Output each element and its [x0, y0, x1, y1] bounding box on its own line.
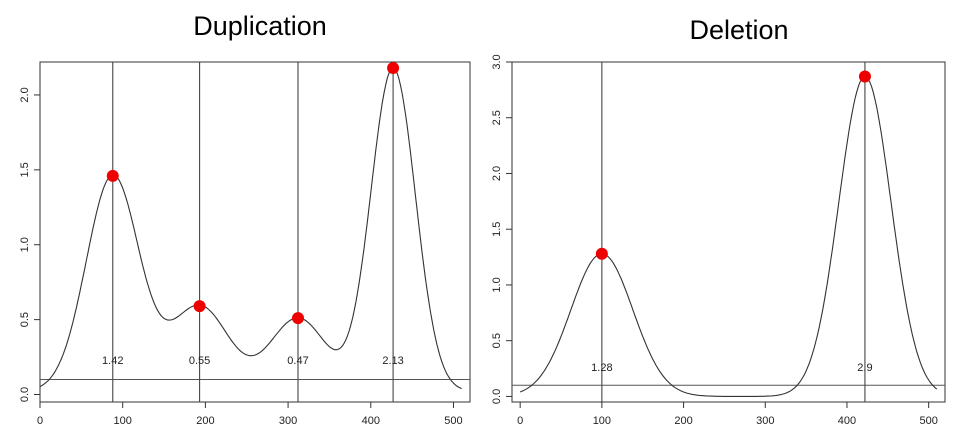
deletion-plot-frame [511, 61, 946, 403]
deletion-peak-label: 1.28 [591, 362, 612, 374]
deletion-peak-marker [858, 70, 871, 83]
duplication-plot-frame [39, 61, 471, 403]
deletion-x-tick-label: 0 [517, 415, 523, 427]
duplication-y-tick-label: 1.0 [19, 237, 31, 252]
deletion-x-tick-label: 100 [593, 415, 611, 427]
deletion-y-tick-label: 2.5 [491, 110, 503, 125]
deletion-y-tick-label: 1.0 [491, 277, 503, 292]
deletion-x-tick-label: 300 [756, 415, 774, 427]
duplication-x-tick-label: 500 [444, 415, 462, 427]
deletion-y-tick-label: 0.5 [491, 333, 503, 348]
duplication-title: Duplication [193, 11, 327, 41]
duplication-y-tick-label: 0.0 [19, 387, 31, 402]
deletion-x-tick-label: 400 [838, 415, 856, 427]
deletion-density-curve [519, 75, 938, 397]
deletion-x-tick-label: 500 [919, 415, 937, 427]
duplication-y-tick-label: 2.0 [19, 87, 31, 102]
duplication-peak-marker [106, 169, 119, 182]
duplication-x-tick-label: 200 [196, 415, 214, 427]
deletion-panel: Deletion 0.0 0.5 1.0 1.5 2.0 2.5 3.0 0 100 200 300… [491, 15, 946, 427]
duplication-panel: Duplication 0.0 0.5 1.0 1.5 2.0 0 100 200 300 400… [19, 11, 471, 427]
duplication-y-tick-label: 0.5 [19, 312, 31, 327]
duplication-x-tick-label: 0 [37, 415, 43, 427]
duplication-peak-label: 0.47 [287, 355, 308, 367]
duplication-x-tick-label: 300 [279, 415, 297, 427]
duplication-peak-marker [193, 300, 206, 313]
deletion-y-tick-label: 0.0 [491, 389, 503, 404]
duplication-density-curve [39, 67, 462, 390]
deletion-x-tick-label: 200 [674, 415, 692, 427]
duplication-peak-marker [292, 312, 304, 325]
duplication-y-tick-label: 1.5 [19, 162, 31, 177]
deletion-peak-marker [595, 247, 608, 260]
duplication-peak-label: 0.55 [189, 355, 210, 367]
duplication-peak-marker [387, 61, 400, 74]
deletion-y-tick-label: 1.5 [491, 222, 503, 237]
deletion-plot-area: 0.0 0.5 1.0 1.5 2.0 2.5 3.0 0 100 200 300 400 500 1.2… [491, 54, 946, 427]
duplication-plot-area: 0.0 0.5 1.0 1.5 2.0 0 100 200 300 400 500 1.42 0.55 0… [19, 61, 471, 427]
deletion-y-tick-label: 2.0 [491, 166, 503, 181]
duplication-peak-label: 1.42 [102, 355, 123, 367]
deletion-peak-label: 2.9 [857, 362, 872, 374]
deletion-title: Deletion [689, 15, 788, 45]
duplication-x-tick-label: 400 [362, 415, 380, 427]
duplication-peak-label: 2.13 [382, 355, 403, 367]
duplication-x-tick-label: 100 [114, 415, 132, 427]
deletion-y-tick-label: 3.0 [491, 54, 503, 69]
